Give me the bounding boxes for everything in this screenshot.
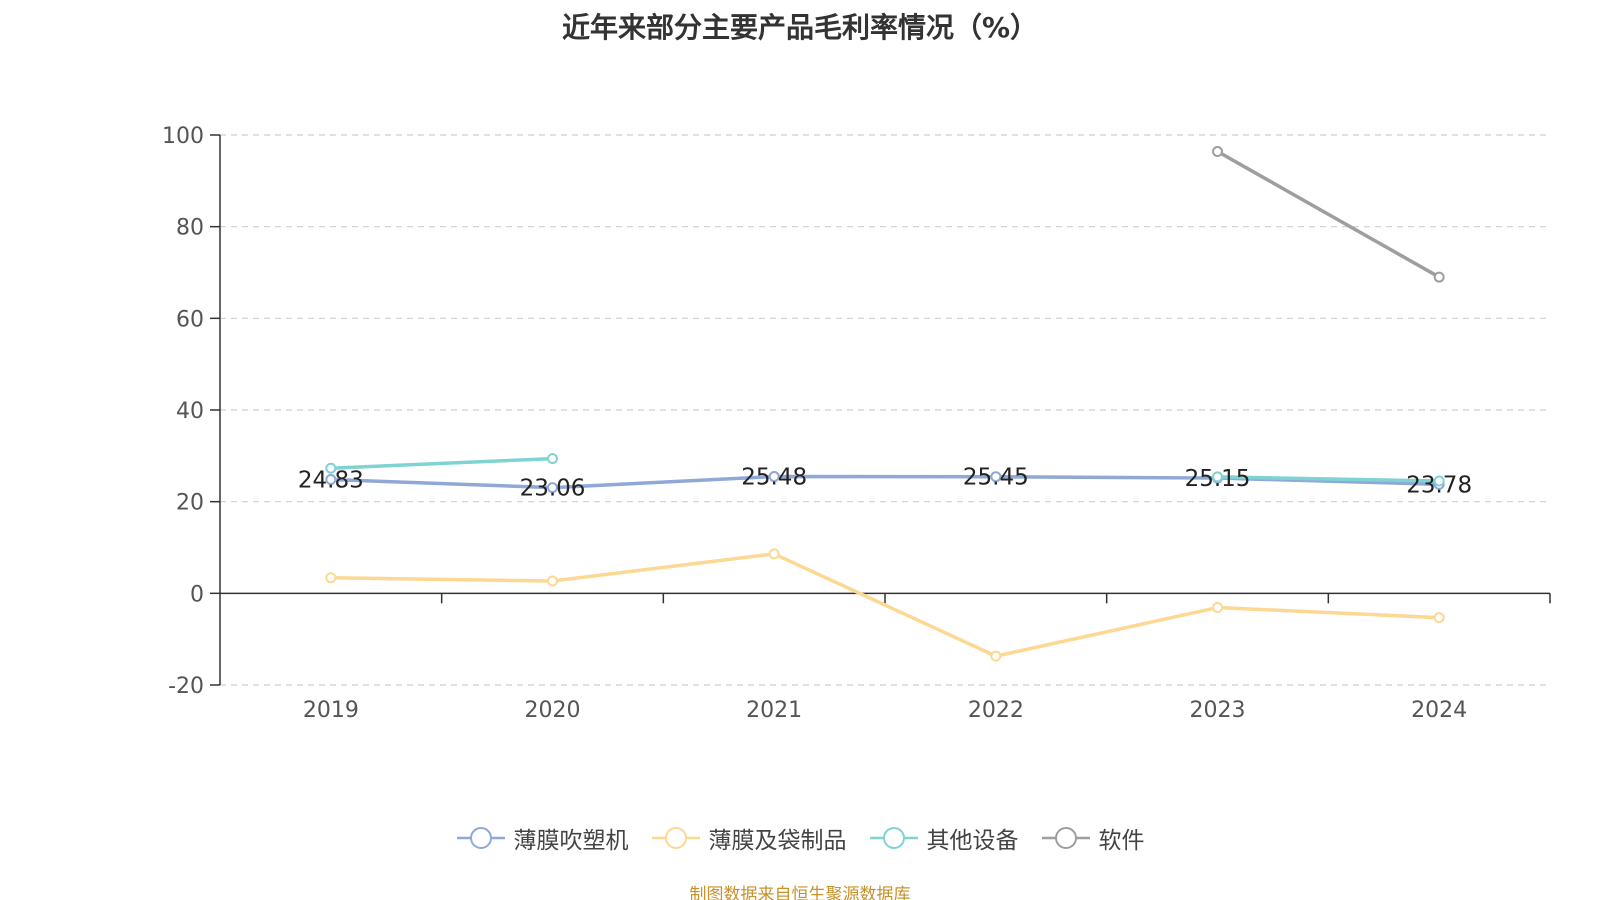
series-line [329, 552, 1441, 658]
data-point[interactable] [547, 482, 558, 494]
legend-item[interactable]: 薄膜及袋制品 [651, 821, 847, 855]
y-tick-label: 60 [176, 307, 204, 332]
legend-label: 其他设备 [926, 828, 1019, 854]
axis-layer: -20 0 20 40 60 80 100 2019 2020 2021 2022 2023 2024 [162, 124, 1551, 723]
data-point[interactable] [1433, 612, 1445, 624]
series-1 [325, 548, 1445, 662]
data-label: 25.15 [1185, 466, 1251, 492]
legend-marker-icon [869, 827, 918, 849]
x-tick-label: 2023 [1190, 698, 1246, 723]
data-label: 25.45 [963, 465, 1029, 491]
data-point[interactable] [768, 548, 780, 560]
legend-label: 薄膜及袋制品 [708, 828, 847, 854]
data-label: 23.06 [520, 476, 586, 502]
y-tick-label: 100 [162, 124, 204, 149]
data-point[interactable] [1212, 602, 1223, 614]
x-tick-label: 2022 [968, 698, 1024, 723]
data-point[interactable] [990, 471, 1002, 483]
data-point[interactable] [547, 575, 558, 587]
x-tick-label: 2021 [746, 698, 802, 723]
data-point[interactable] [990, 650, 1002, 662]
data-point[interactable] [325, 572, 337, 584]
data-label: 24.83 [298, 468, 364, 494]
series-layer [325, 146, 1445, 662]
y-tick-label: -20 [168, 674, 204, 699]
data-point[interactable] [325, 474, 337, 486]
data-point[interactable] [325, 462, 337, 474]
series-3 [1212, 146, 1445, 283]
legend-marker-icon [651, 827, 700, 849]
legend-label: 薄膜吹塑机 [513, 828, 629, 854]
data-label: 23.78 [1406, 472, 1472, 498]
y-tick-label: 0 [190, 582, 204, 607]
data-source-note: 制图数据来自恒生聚源数据库 [689, 885, 911, 900]
series-line [329, 456, 555, 470]
series-line [1215, 475, 1441, 483]
series-2 [325, 453, 1445, 487]
y-tick-label: 40 [176, 399, 204, 424]
x-tick-label: 2024 [1411, 698, 1467, 723]
grid-layer [220, 134, 1550, 686]
legend: 薄膜吹塑机 薄膜及袋制品 其他设备 软件 [0, 818, 1600, 858]
data-label-layer: 24.83 23.06 25.48 25.45 25.15 23.78 [298, 465, 1472, 502]
legend-label: 软件 [1098, 828, 1145, 854]
data-point[interactable] [768, 471, 780, 483]
data-label: 25.48 [741, 465, 807, 491]
x-tick-label: 2020 [525, 698, 581, 723]
chart-title: 近年来部分主要产品毛利率情况（%） [561, 11, 1039, 44]
legend-item[interactable]: 薄膜吹塑机 [456, 821, 629, 855]
series-0 [325, 471, 1445, 494]
y-tick-label: 20 [176, 491, 204, 516]
data-point[interactable] [1212, 471, 1223, 483]
legend-item[interactable]: 其他设备 [869, 821, 1019, 855]
data-point[interactable] [547, 453, 558, 465]
x-tick-label: 2019 [303, 698, 359, 723]
data-point[interactable] [1433, 271, 1445, 283]
y-tick-label: 80 [176, 216, 204, 241]
legend-marker-icon [456, 827, 505, 849]
series-line [1215, 149, 1441, 279]
data-point[interactable] [1212, 146, 1223, 157]
data-point[interactable] [1433, 475, 1445, 487]
legend-marker-icon [1041, 827, 1090, 849]
legend-item[interactable]: 软件 [1041, 821, 1145, 855]
